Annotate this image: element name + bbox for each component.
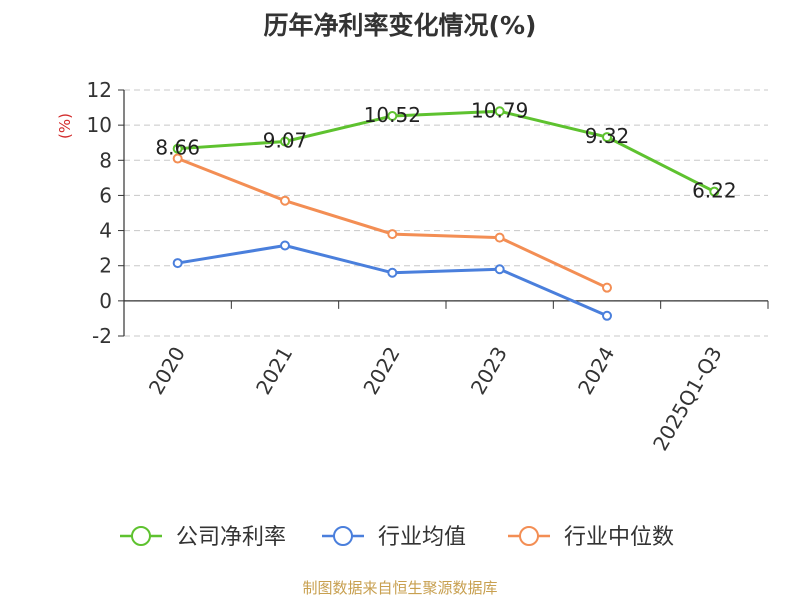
data-point [387, 111, 398, 122]
y-tick-label: 2 [99, 254, 112, 278]
data-label: 9.07 [263, 128, 308, 152]
y-tick-label: 6 [99, 183, 112, 207]
legend-marker [131, 526, 151, 546]
data-point [602, 310, 612, 321]
data-point [494, 232, 505, 243]
data-point [172, 153, 183, 164]
y-tick-label: 4 [99, 219, 112, 243]
source-footer: 制图数据来自恒生聚源数据库 [302, 579, 498, 597]
data-label: 10.52 [364, 103, 421, 127]
data-label: 9.32 [585, 124, 630, 148]
data-point [172, 258, 183, 269]
data-label: 10.79 [471, 98, 528, 122]
x-tick-label: 2020 [144, 343, 190, 399]
data-point [280, 240, 290, 251]
axes: -2 0 2 4 6 8 10 12 2020 2021 2022 2023 2024 2025Q1-Q3… [56, 78, 769, 455]
data-label: 6.22 [692, 179, 737, 203]
legend-label: 行业均值 [378, 525, 466, 550]
data-point [494, 106, 505, 117]
chart-title: 历年净利率变化情况(%) [263, 11, 537, 40]
legend-label: 公司净利率 [176, 525, 286, 550]
legend-label: 行业中位数 [564, 525, 674, 550]
x-tick-label: 2024 [573, 343, 619, 399]
y-tick-label: 12 [87, 78, 112, 102]
data-point [709, 186, 720, 197]
x-tick-label: 2021 [251, 343, 297, 399]
series-lines [172, 106, 720, 321]
data-point [280, 195, 290, 206]
series-line [177, 109, 716, 193]
data-point [602, 132, 612, 143]
data-point [387, 229, 398, 240]
legend: 公司净利率 行业均值 行业中位数 [120, 525, 674, 550]
gridlines [124, 89, 768, 337]
y-tick-label: -2 [92, 324, 112, 348]
data-label: 8.66 [155, 136, 200, 160]
y-tick-label: 8 [99, 148, 112, 172]
y-axis-label: (%) [56, 113, 74, 139]
x-tick-label: 2025Q1-Q3 [648, 343, 727, 455]
x-tick-label: 2022 [358, 343, 404, 399]
legend-marker [333, 526, 353, 546]
data-point [280, 136, 290, 147]
data-point [494, 264, 505, 275]
data-point [602, 282, 612, 293]
data-point [387, 267, 398, 278]
x-tick-label: 2023 [466, 342, 512, 398]
data-point [172, 143, 183, 154]
y-tick-label: 10 [87, 113, 112, 137]
data-labels: 8.66 9.07 10.52 10.79 9.32 6.22 [155, 98, 736, 202]
y-tick-label: 0 [99, 289, 112, 313]
legend-marker [519, 526, 539, 546]
